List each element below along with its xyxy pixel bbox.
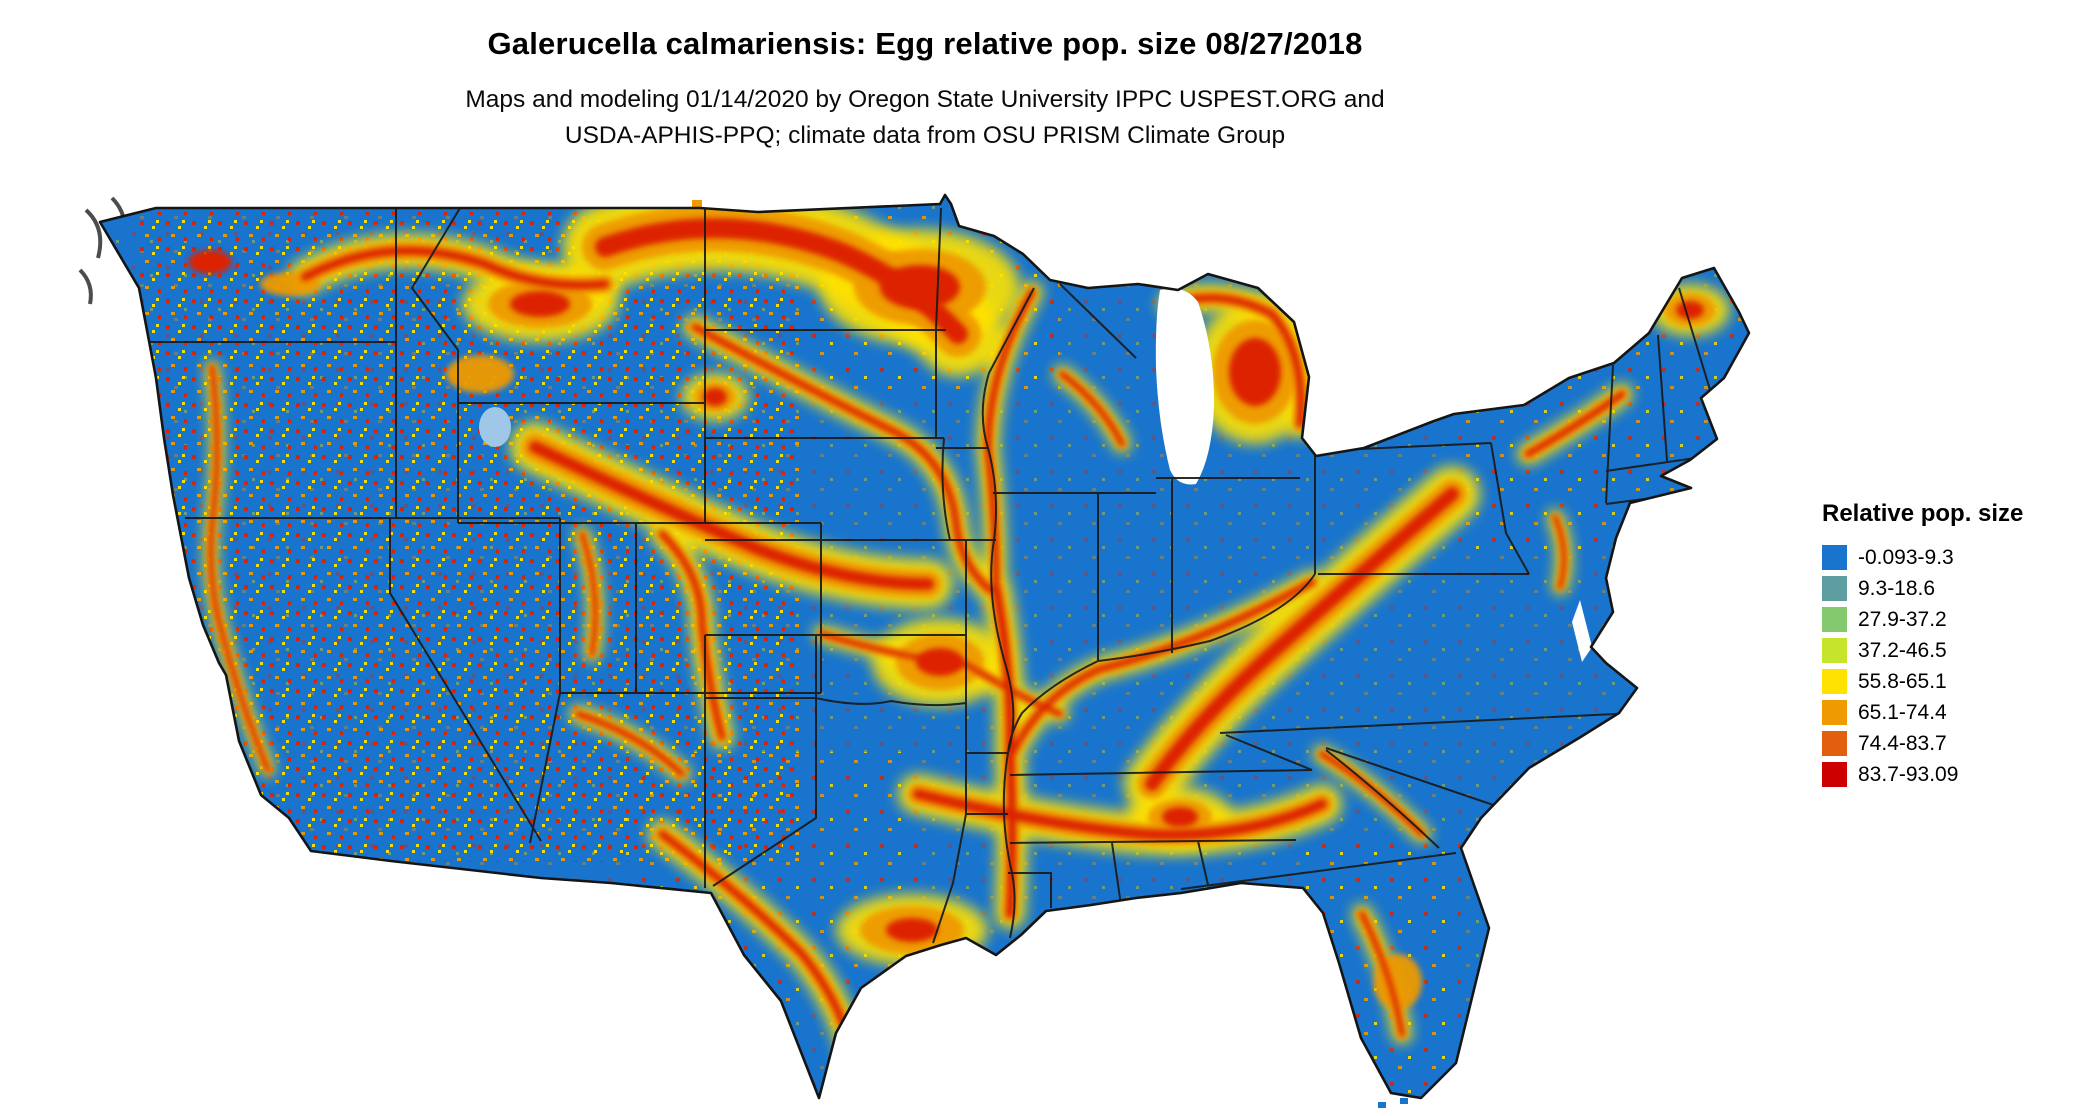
- legend-label: 55.8-65.1: [1858, 669, 1947, 693]
- florida-keys: [1378, 1098, 1408, 1108]
- legend-swatch: [1822, 576, 1847, 601]
- us-map-body: [100, 195, 1749, 1098]
- legend-row: 9.3-18.6: [1822, 573, 2094, 604]
- legend: Relative pop. size -0.093-9.3 9.3-18.6 2…: [1822, 500, 2094, 790]
- great-salt-lake: [479, 407, 511, 447]
- legend-label: 83.7-93.09: [1858, 762, 1959, 786]
- legend-row: 27.9-37.2: [1822, 604, 2094, 635]
- legend-swatch: [1822, 762, 1847, 787]
- lake-michigan: [1155, 288, 1215, 485]
- legend-swatch: [1822, 731, 1847, 756]
- legend-label: 65.1-74.4: [1858, 700, 1947, 724]
- us-outline: [98, 193, 1751, 1100]
- legend-label: 37.2-46.5: [1858, 638, 1947, 662]
- legend-row: -0.093-9.3: [1822, 542, 2094, 573]
- legend-row: 83.7-93.09: [1822, 759, 2094, 790]
- state-borders: [150, 207, 1717, 944]
- legend-label: 27.9-37.2: [1858, 607, 1947, 631]
- legend-swatch: [1822, 607, 1847, 632]
- legend-swatch: [1822, 700, 1847, 725]
- legend-row: 37.2-46.5: [1822, 635, 2094, 666]
- legend-label: -0.093-9.3: [1858, 545, 1954, 569]
- us-map-svg: [78, 193, 1751, 1108]
- subtitle-line-1: Maps and modeling 01/14/2020 by Oregon S…: [465, 86, 1385, 113]
- chesapeake-bay: [1572, 600, 1592, 662]
- legend-title: Relative pop. size: [1822, 500, 2024, 527]
- legend-label: 74.4-83.7: [1858, 731, 1947, 755]
- legend-row: 74.4-83.7: [1822, 728, 2094, 759]
- legend-swatch: [1822, 638, 1847, 663]
- hot-band-cores: [208, 218, 1625, 1058]
- speckle-texas: [620, 752, 920, 1012]
- us-map: [60, 192, 1782, 1116]
- map-subtitle: Maps and modeling 01/14/2020 by Oregon S…: [0, 82, 1850, 153]
- lakes: [1155, 288, 1592, 662]
- legend-row: 65.1-74.4: [1822, 697, 2094, 728]
- legend-label: 9.3-18.6: [1858, 576, 1936, 600]
- page-title: Galerucella calmariensis: Egg relative p…: [487, 26, 1363, 61]
- subtitle-line-2: USDA-APHIS-PPQ; climate data from OSU PR…: [564, 121, 1286, 149]
- map-header: Galerucella calmariensis: Egg relative p…: [0, 26, 1850, 153]
- legend-swatch: [1822, 545, 1847, 570]
- legend-swatch: [1822, 669, 1847, 694]
- hot-blob-cores: [188, 250, 1704, 942]
- legend-row: 55.8-65.1: [1822, 666, 2094, 697]
